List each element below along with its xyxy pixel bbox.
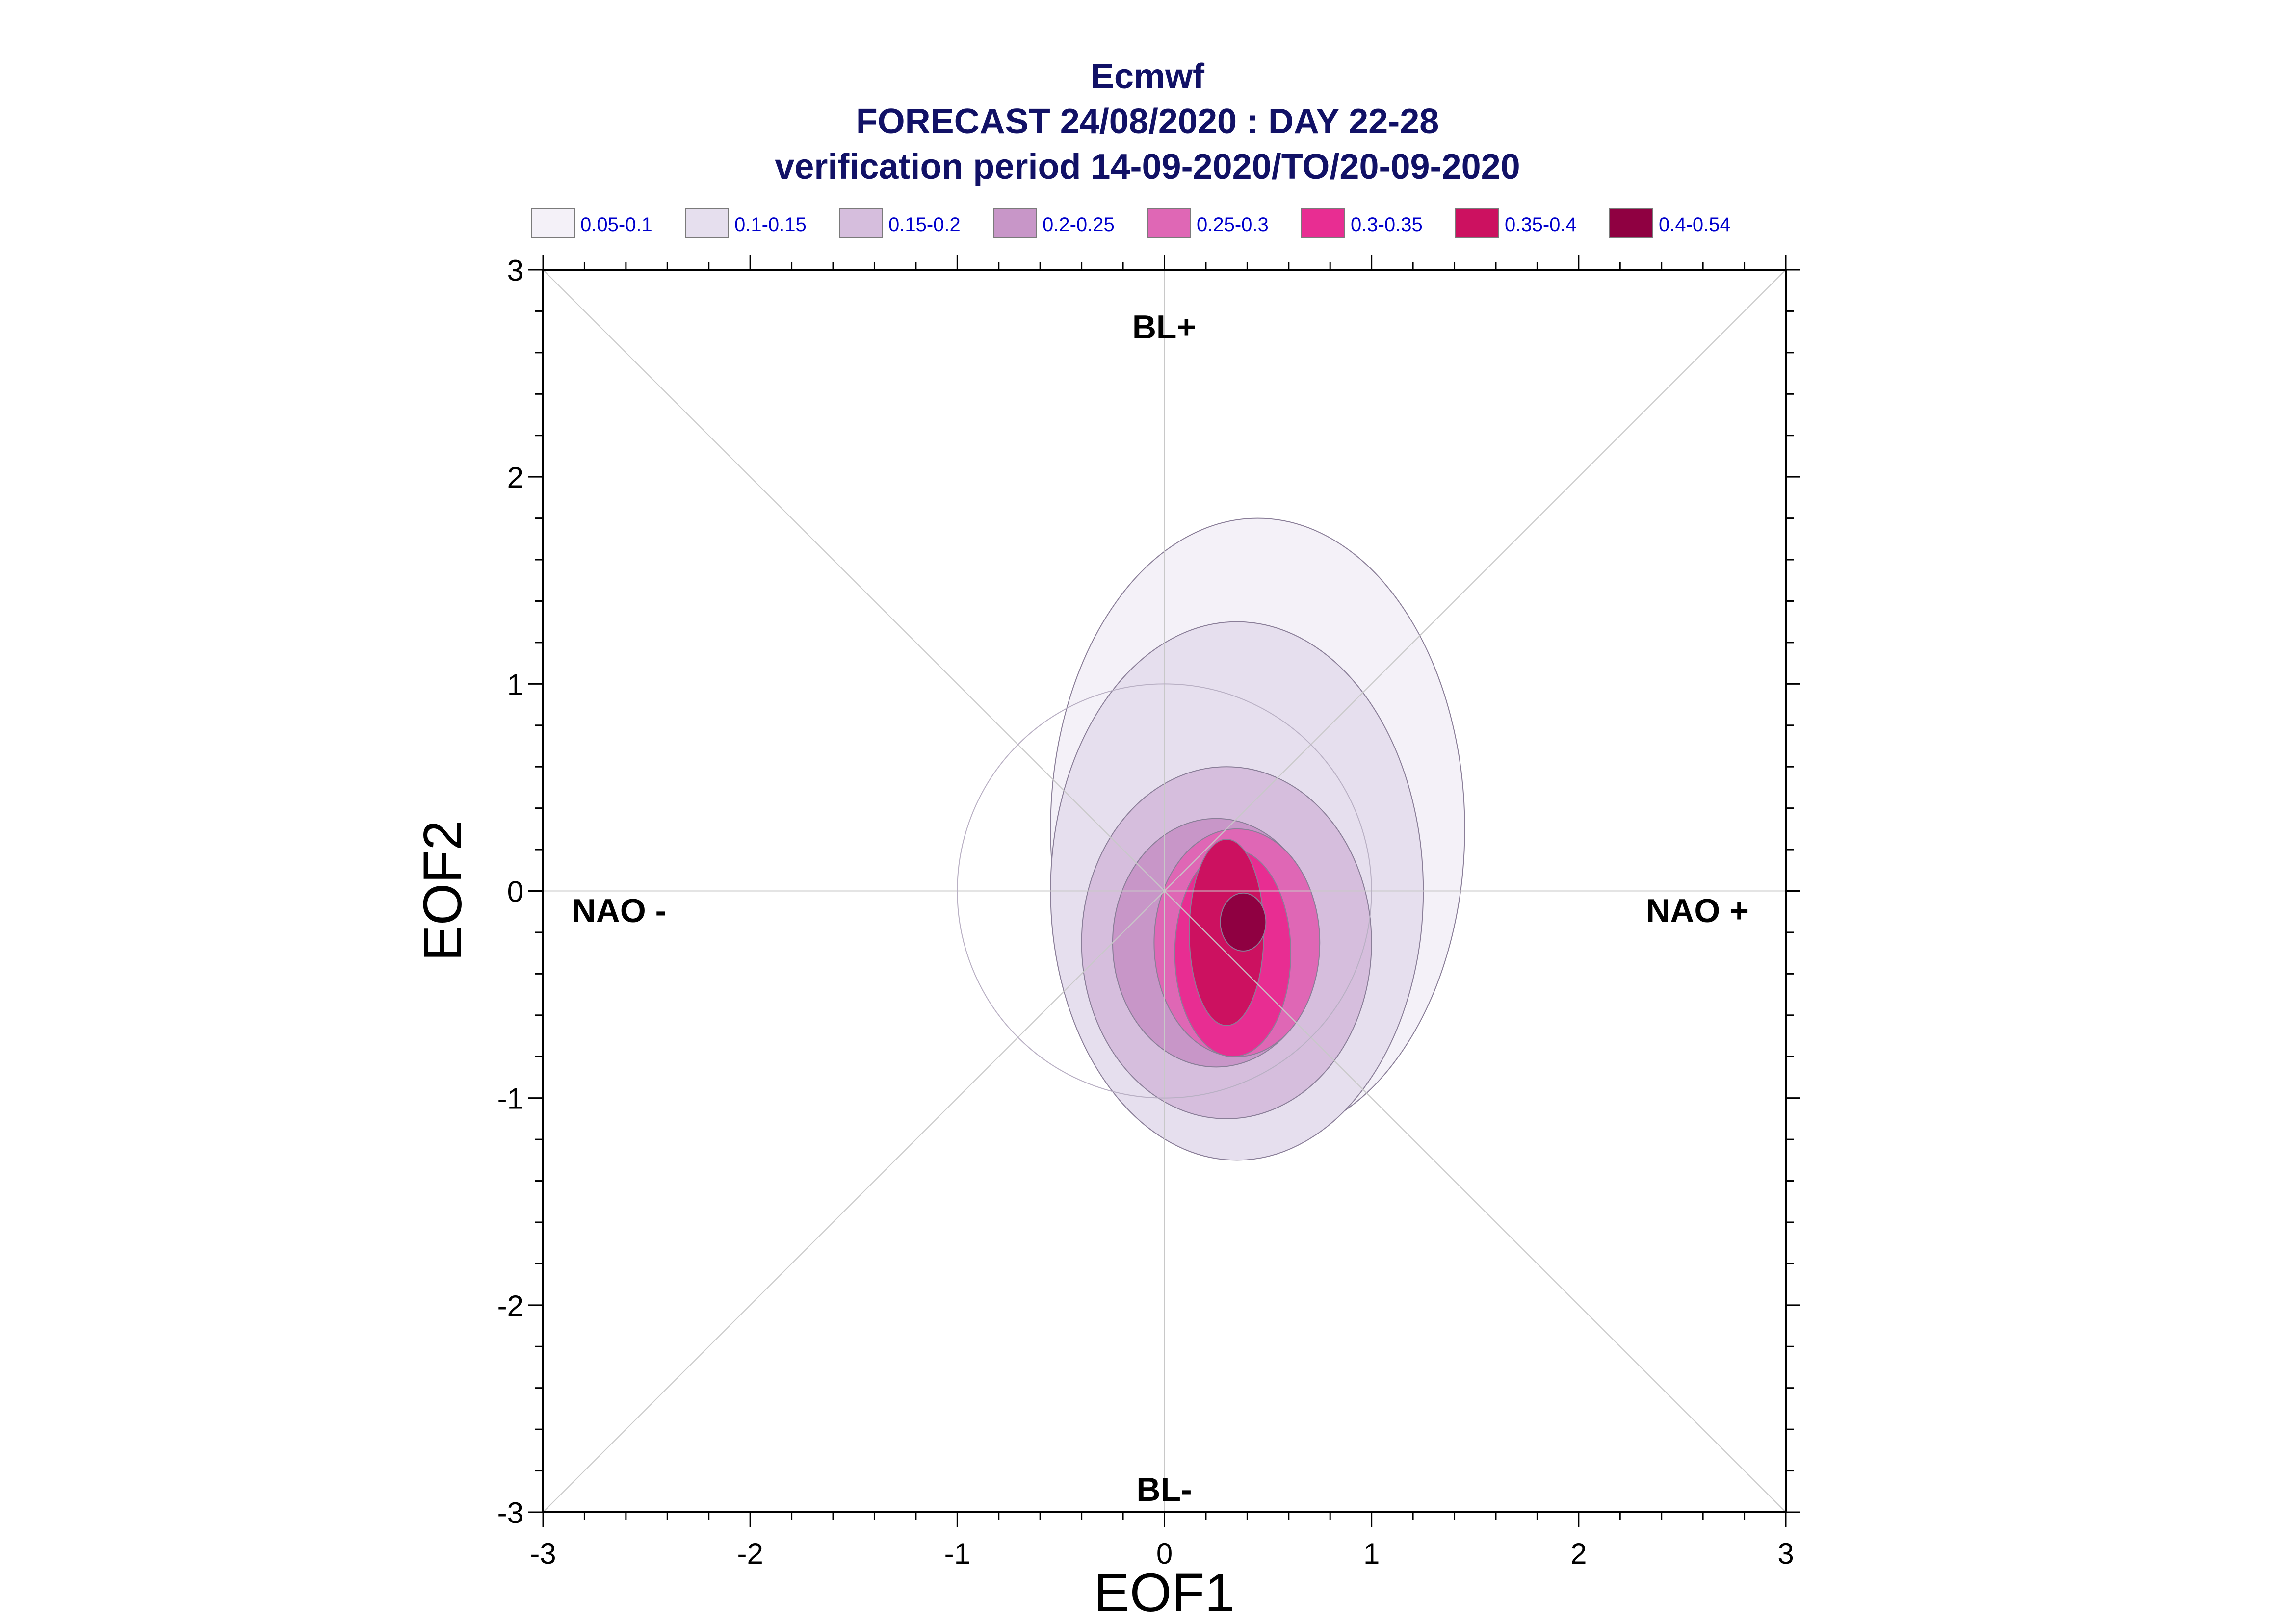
legend-label: 0.4-0.54 [1659,214,1731,235]
x-axis-label: EOF1 [1094,1563,1234,1623]
y-axis-label: EOF2 [413,820,473,961]
x-tick-label: -2 [737,1537,763,1570]
regime-label-bl-minus: BL- [1136,1471,1192,1508]
x-tick-label: 2 [1570,1537,1587,1570]
legend-label: 0.25-0.3 [1197,214,1269,235]
chart-title: Ecmwf FORECAST 24/08/2020 : DAY 22-28 ve… [775,57,1520,186]
legend-swatch [839,208,883,238]
legend-swatch [993,208,1037,238]
legend-swatch [1147,208,1191,238]
legend-label: 0.05-0.1 [580,214,652,235]
legend-label: 0.2-0.25 [1043,214,1115,235]
y-tick-label: -2 [497,1289,523,1322]
legend-swatch [685,208,729,238]
legend-swatch [531,208,575,238]
plot-area: -3 -2 -1 0 1 2 3 3 2 1 0 -1 -2 -3 [497,254,1800,1570]
density-contour [1220,892,1267,952]
x-tick-label: -1 [944,1537,970,1570]
y-tick-label: 2 [507,461,523,494]
axis-ticks: -3 -2 -1 0 1 2 3 3 2 1 0 -1 -2 -3 [497,254,1800,1570]
x-tick-label: 0 [1156,1537,1173,1570]
diagonal-line [543,269,1786,1513]
y-tick-label: 3 [507,254,523,287]
regime-labels: BL+ BL- NAO - NAO + [572,309,1749,1508]
y-tick-label: -1 [497,1083,523,1115]
legend-swatch [1455,208,1499,238]
title-line-3: verification period 14-09-2020/TO/20-09-… [775,147,1520,186]
legend: 0.05-0.1 0.1-0.15 0.15-0.2 0.2-0.25 0.25-0.3… [531,208,1731,238]
legend-label: 0.35-0.4 [1505,214,1577,235]
y-tick-label: 0 [507,876,523,908]
legend-label: 0.15-0.2 [888,214,961,235]
regime-label-nao-minus: NAO - [572,892,667,929]
regime-label-nao-plus: NAO + [1646,892,1749,929]
y-tick-label: 1 [507,668,523,701]
title-line-1: Ecmwf [1091,57,1205,96]
legend-label: 0.3-0.35 [1351,214,1423,235]
reference-circle [957,683,1372,1099]
regime-label-bl-plus: BL+ [1132,309,1196,346]
title-line-2: FORECAST 24/08/2020 : DAY 22-28 [856,102,1439,141]
legend-swatch [1609,208,1653,238]
legend-swatch [1301,208,1345,238]
y-tick-label: -3 [497,1496,523,1529]
guide-lines [543,269,1786,1513]
legend-label: 0.1-0.15 [734,214,807,235]
x-tick-label: 3 [1777,1537,1794,1570]
x-tick-label: -3 [530,1537,556,1570]
x-tick-label: 1 [1363,1537,1380,1570]
